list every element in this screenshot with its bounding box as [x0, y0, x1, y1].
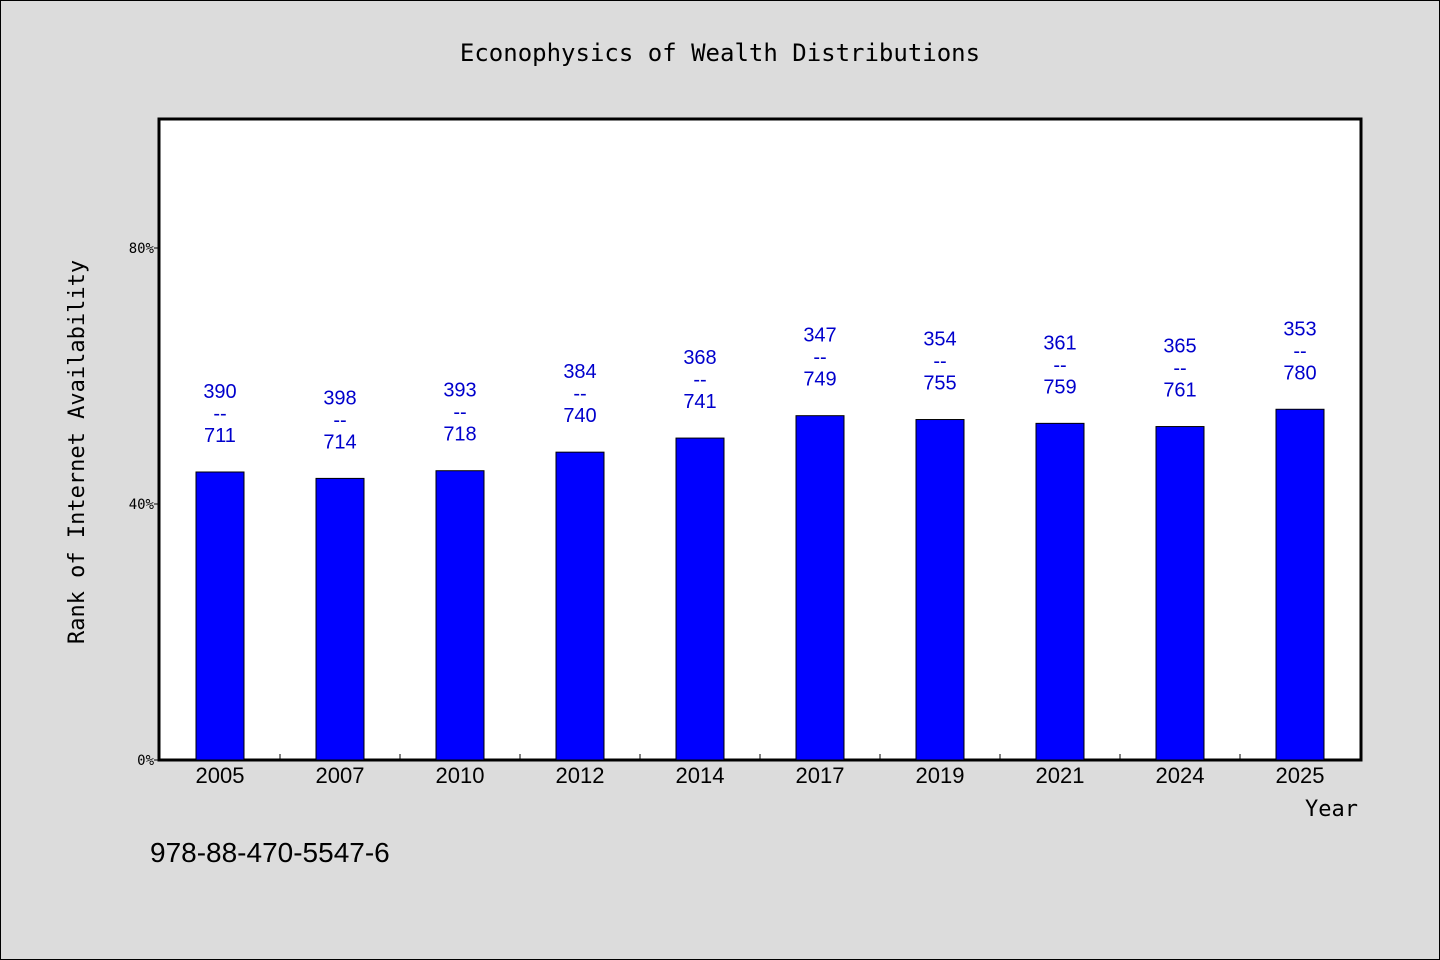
- data-label: 353: [1283, 318, 1316, 340]
- data-label: 390: [203, 381, 236, 403]
- x-tick-label: 2007: [316, 763, 365, 788]
- data-label: --: [1293, 340, 1306, 362]
- bar: [315, 477, 365, 761]
- footnote-isbn: 978-88-470-5547-6: [150, 837, 390, 868]
- data-label: 368: [683, 347, 716, 369]
- data-label: 398: [323, 387, 356, 409]
- bar: [1035, 422, 1085, 761]
- x-tick-label: 2021: [1036, 763, 1085, 788]
- bars-layer: [195, 408, 1325, 761]
- data-label: --: [1173, 358, 1186, 380]
- x-tick-label: 2014: [676, 763, 725, 788]
- bar: [675, 437, 725, 761]
- data-label: 761: [1163, 380, 1196, 402]
- chart-title: Econophysics of Wealth Distributions: [460, 39, 980, 67]
- data-label: 714: [323, 431, 356, 453]
- data-label: 740: [563, 405, 596, 427]
- data-label: 741: [683, 391, 716, 413]
- x-axis-title: Year: [1305, 797, 1358, 822]
- data-label: 354: [923, 329, 956, 351]
- data-label: --: [333, 409, 346, 431]
- data-label: 780: [1283, 362, 1316, 384]
- data-label: --: [573, 383, 586, 405]
- bar: [555, 451, 605, 761]
- x-tick-label: 2010: [436, 763, 485, 788]
- data-label: 755: [923, 373, 956, 395]
- data-label: --: [213, 403, 226, 425]
- data-label: --: [1053, 354, 1066, 376]
- x-tick-label: 2012: [556, 763, 605, 788]
- y-axis-title: Rank of Internet Availability: [65, 260, 90, 644]
- data-label: 347: [803, 325, 836, 347]
- data-label: 749: [803, 369, 836, 391]
- ticks-layer: 0% 40% 80% 2005 2007 2010 2012 2014 2017 2019 2021…: [129, 241, 1325, 788]
- data-label: 365: [1163, 336, 1196, 358]
- bar: [1155, 426, 1205, 761]
- y-tick-label: 80%: [129, 241, 155, 257]
- bar: [435, 470, 485, 761]
- data-label: --: [813, 347, 826, 369]
- data-label: --: [693, 369, 706, 391]
- data-label: --: [933, 351, 946, 373]
- data-label: 384: [563, 361, 596, 383]
- x-tick-label: 2017: [796, 763, 845, 788]
- data-label: 711: [204, 425, 236, 447]
- y-tick-label: 40%: [129, 497, 155, 513]
- data-label: --: [453, 402, 466, 424]
- data-label: 393: [443, 380, 476, 402]
- x-tick-label: 2019: [916, 763, 965, 788]
- bar: [1275, 408, 1325, 761]
- x-tick-label: 2025: [1276, 763, 1325, 788]
- bar: [795, 415, 845, 761]
- bar: [915, 419, 965, 761]
- data-label: 361: [1043, 332, 1076, 354]
- x-tick-label: 2024: [1156, 763, 1205, 788]
- x-tick-label: 2005: [196, 763, 245, 788]
- y-tick-label: 0%: [137, 753, 154, 769]
- data-label: 759: [1043, 376, 1076, 398]
- data-label: 718: [443, 424, 476, 446]
- bar: [195, 471, 245, 761]
- labels-layer: 390--711398--714393--718384--740368--741…: [203, 318, 1316, 453]
